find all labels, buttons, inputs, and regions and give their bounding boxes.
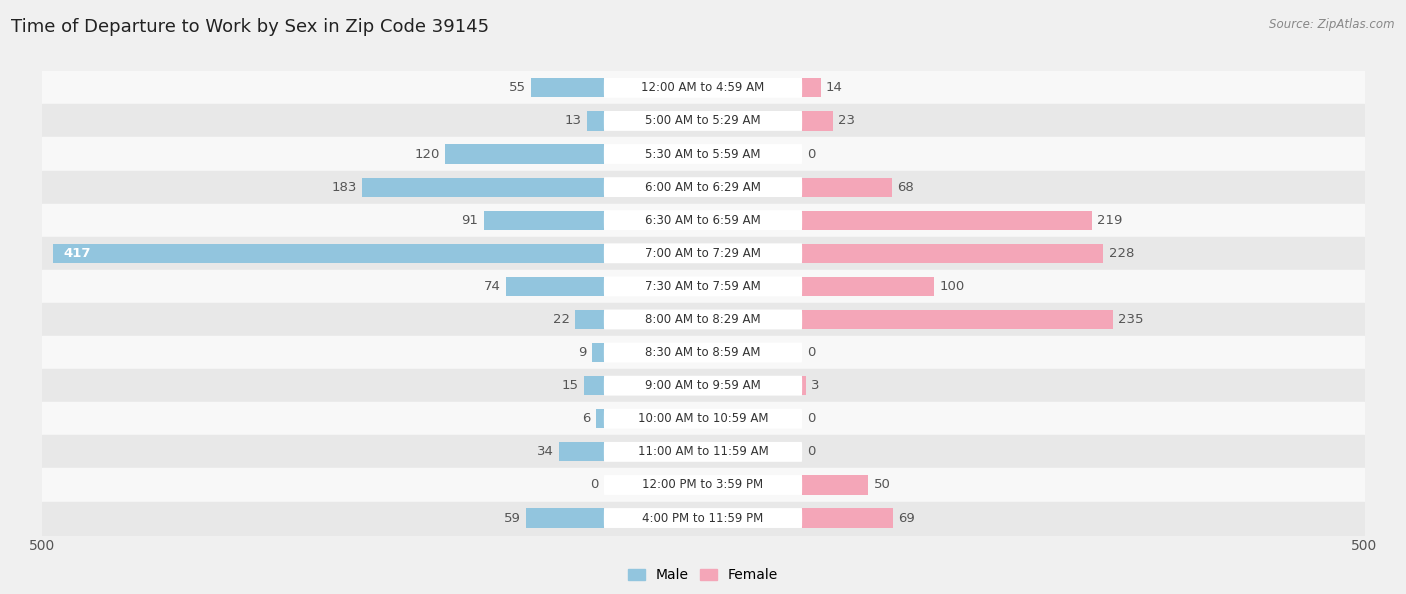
Text: 50: 50 (873, 478, 890, 491)
FancyBboxPatch shape (603, 475, 803, 495)
Text: 183: 183 (332, 181, 357, 194)
Text: 91: 91 (461, 214, 478, 227)
Text: 120: 120 (415, 147, 440, 160)
Text: 417: 417 (63, 247, 91, 260)
Text: 228: 228 (1109, 247, 1135, 260)
Text: 59: 59 (503, 511, 520, 525)
Text: 13: 13 (564, 115, 582, 128)
Bar (801, 508, 893, 527)
Bar (801, 310, 1112, 329)
Text: 22: 22 (553, 313, 569, 326)
Legend: Male, Female: Male, Female (623, 563, 783, 588)
Text: 55: 55 (509, 81, 526, 94)
FancyBboxPatch shape (603, 244, 803, 263)
Text: 23: 23 (838, 115, 855, 128)
Text: 100: 100 (939, 280, 965, 293)
Text: 6:30 AM to 6:59 AM: 6:30 AM to 6:59 AM (645, 214, 761, 227)
Bar (575, 310, 605, 329)
Text: 74: 74 (484, 280, 501, 293)
Bar (361, 178, 605, 197)
Bar (801, 78, 821, 97)
Text: 7:30 AM to 7:59 AM: 7:30 AM to 7:59 AM (645, 280, 761, 293)
Bar (592, 343, 605, 362)
Bar (801, 475, 868, 495)
Text: 8:00 AM to 8:29 AM: 8:00 AM to 8:29 AM (645, 313, 761, 326)
Text: 0: 0 (807, 147, 815, 160)
FancyBboxPatch shape (603, 177, 803, 197)
FancyBboxPatch shape (603, 78, 803, 98)
Text: 8:30 AM to 8:59 AM: 8:30 AM to 8:59 AM (645, 346, 761, 359)
Text: 5:00 AM to 5:29 AM: 5:00 AM to 5:29 AM (645, 115, 761, 128)
Text: 12:00 AM to 4:59 AM: 12:00 AM to 4:59 AM (641, 81, 765, 94)
Text: 7:00 AM to 7:29 AM: 7:00 AM to 7:29 AM (645, 247, 761, 260)
Bar (583, 376, 605, 395)
FancyBboxPatch shape (603, 508, 803, 528)
Text: 5:30 AM to 5:59 AM: 5:30 AM to 5:59 AM (645, 147, 761, 160)
Text: 6: 6 (582, 412, 591, 425)
FancyBboxPatch shape (603, 343, 803, 362)
Text: 4:00 PM to 11:59 PM: 4:00 PM to 11:59 PM (643, 511, 763, 525)
Text: Source: ZipAtlas.com: Source: ZipAtlas.com (1270, 18, 1395, 31)
Bar (53, 244, 605, 263)
Text: 11:00 AM to 11:59 AM: 11:00 AM to 11:59 AM (638, 446, 768, 459)
Bar (801, 277, 934, 296)
Bar (801, 211, 1091, 230)
Text: 0: 0 (807, 446, 815, 459)
Bar (801, 244, 1104, 263)
FancyBboxPatch shape (603, 376, 803, 396)
FancyBboxPatch shape (603, 144, 803, 164)
Bar (801, 376, 806, 395)
FancyBboxPatch shape (603, 111, 803, 131)
Bar (506, 277, 605, 296)
Bar (586, 111, 605, 131)
FancyBboxPatch shape (603, 210, 803, 230)
Bar (446, 144, 605, 163)
Text: 0: 0 (807, 346, 815, 359)
Text: 9:00 AM to 9:59 AM: 9:00 AM to 9:59 AM (645, 379, 761, 392)
Text: 10:00 AM to 10:59 AM: 10:00 AM to 10:59 AM (638, 412, 768, 425)
FancyBboxPatch shape (603, 409, 803, 429)
Bar (801, 178, 891, 197)
Text: 235: 235 (1118, 313, 1143, 326)
Bar (596, 409, 605, 428)
Text: 14: 14 (825, 81, 842, 94)
Text: 69: 69 (898, 511, 915, 525)
Text: 3: 3 (811, 379, 820, 392)
Text: 0: 0 (591, 478, 599, 491)
FancyBboxPatch shape (603, 276, 803, 296)
FancyBboxPatch shape (603, 442, 803, 462)
Text: 9: 9 (578, 346, 586, 359)
Bar (560, 443, 605, 462)
Text: 68: 68 (897, 181, 914, 194)
Bar (526, 508, 605, 527)
Text: Time of Departure to Work by Sex in Zip Code 39145: Time of Departure to Work by Sex in Zip … (11, 18, 489, 36)
Text: 12:00 PM to 3:59 PM: 12:00 PM to 3:59 PM (643, 478, 763, 491)
FancyBboxPatch shape (603, 309, 803, 330)
Bar (801, 111, 832, 131)
Bar (531, 78, 605, 97)
Text: 34: 34 (537, 446, 554, 459)
Bar (484, 211, 605, 230)
Text: 15: 15 (562, 379, 579, 392)
Text: 6:00 AM to 6:29 AM: 6:00 AM to 6:29 AM (645, 181, 761, 194)
Text: 0: 0 (807, 412, 815, 425)
Text: 219: 219 (1097, 214, 1122, 227)
